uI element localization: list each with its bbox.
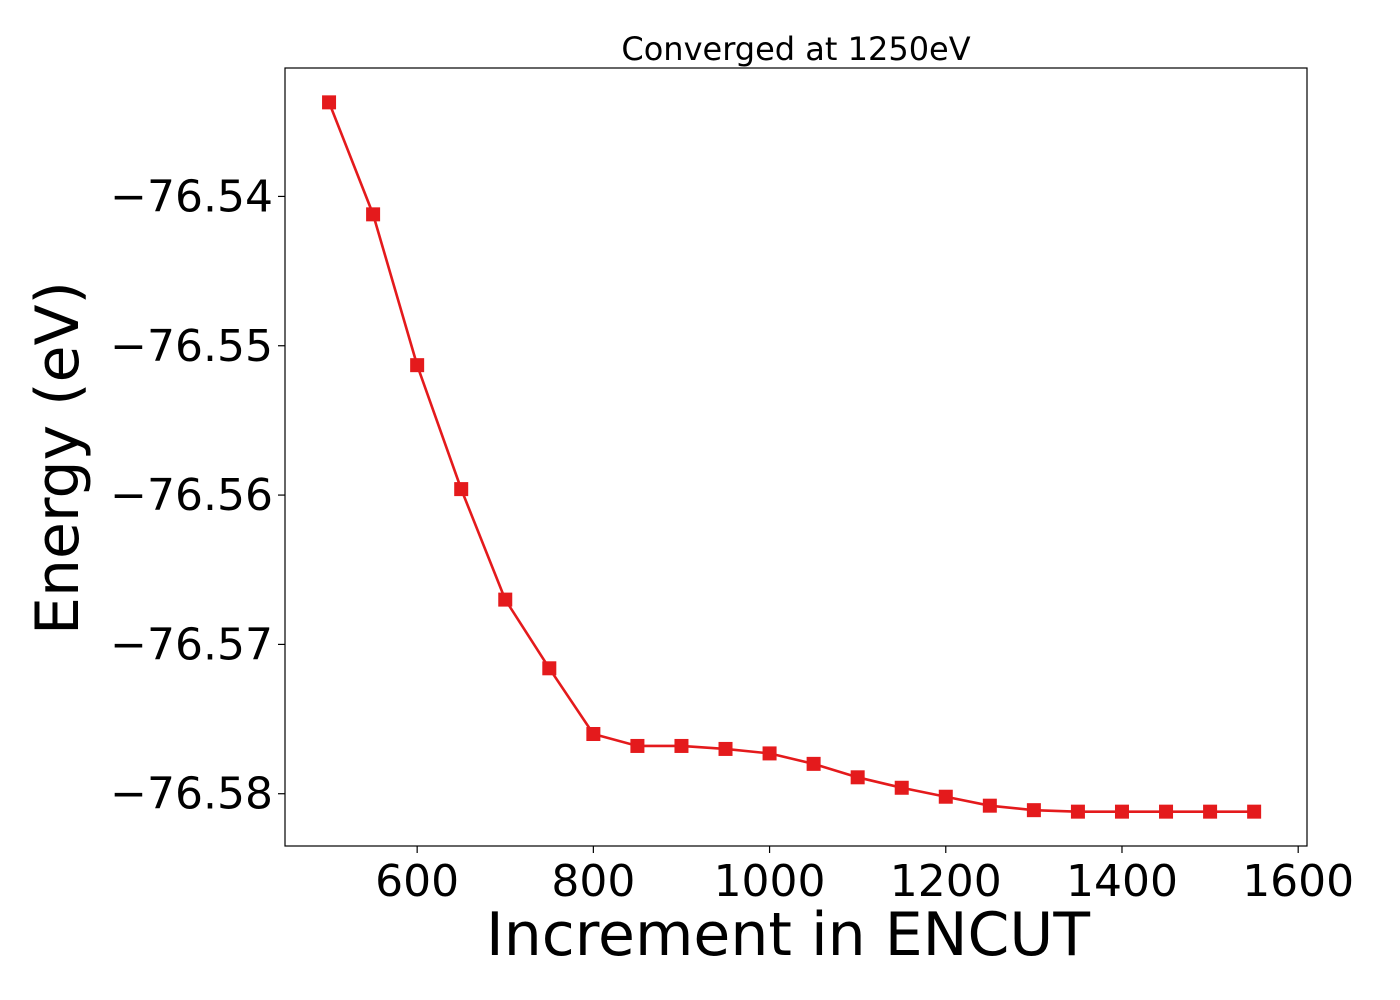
data-point-marker (1159, 804, 1174, 819)
data-point-marker (366, 207, 381, 222)
y-tick-label: −76.55 (110, 321, 273, 372)
x-tick-label: 1600 (1242, 856, 1354, 907)
data-point-marker (586, 727, 601, 742)
data-point-marker (1247, 804, 1262, 819)
x-tick-label: 1000 (714, 856, 826, 907)
x-axis-title: Increment in ENCUT (486, 900, 1090, 970)
y-axis: −76.54 −76.55 −76.56 −76.57 −76.58 (110, 171, 285, 820)
y-tick-label: −76.54 (110, 171, 273, 222)
chart-title: Converged at 1250eV (621, 30, 970, 68)
data-point-marker (498, 592, 513, 607)
data-point-marker (542, 661, 557, 676)
data-point-marker (718, 741, 733, 756)
x-tick-label: 1400 (1066, 856, 1178, 907)
y-axis-title: Energy (eV) (23, 281, 93, 635)
data-point-marker (630, 738, 645, 753)
data-point-marker (938, 789, 953, 804)
x-axis: 600 800 1000 1200 1400 1600 (375, 846, 1354, 907)
series-line (327, 101, 1255, 813)
series-layer (322, 95, 1262, 819)
data-point-marker (322, 95, 337, 110)
x-tick-label: 600 (375, 856, 459, 907)
data-point-marker (850, 770, 865, 785)
data-point-marker (410, 358, 425, 373)
y-tick-label: −76.56 (110, 470, 273, 521)
data-point-marker (454, 482, 469, 497)
data-point-marker (762, 746, 777, 761)
x-tick-label: 800 (551, 856, 635, 907)
data-point-marker (806, 756, 821, 771)
data-point-marker (1070, 804, 1085, 819)
data-point-marker (674, 738, 689, 753)
y-tick-label: −76.58 (110, 769, 273, 820)
plot-area (284, 67, 1308, 847)
data-point-marker (1203, 804, 1218, 819)
data-point-marker (1026, 803, 1041, 818)
y-tick-label: −76.57 (110, 619, 273, 670)
data-point-marker (894, 780, 909, 795)
data-point-marker (982, 798, 997, 813)
x-tick-label: 1200 (890, 856, 1002, 907)
data-point-marker (1114, 804, 1129, 819)
